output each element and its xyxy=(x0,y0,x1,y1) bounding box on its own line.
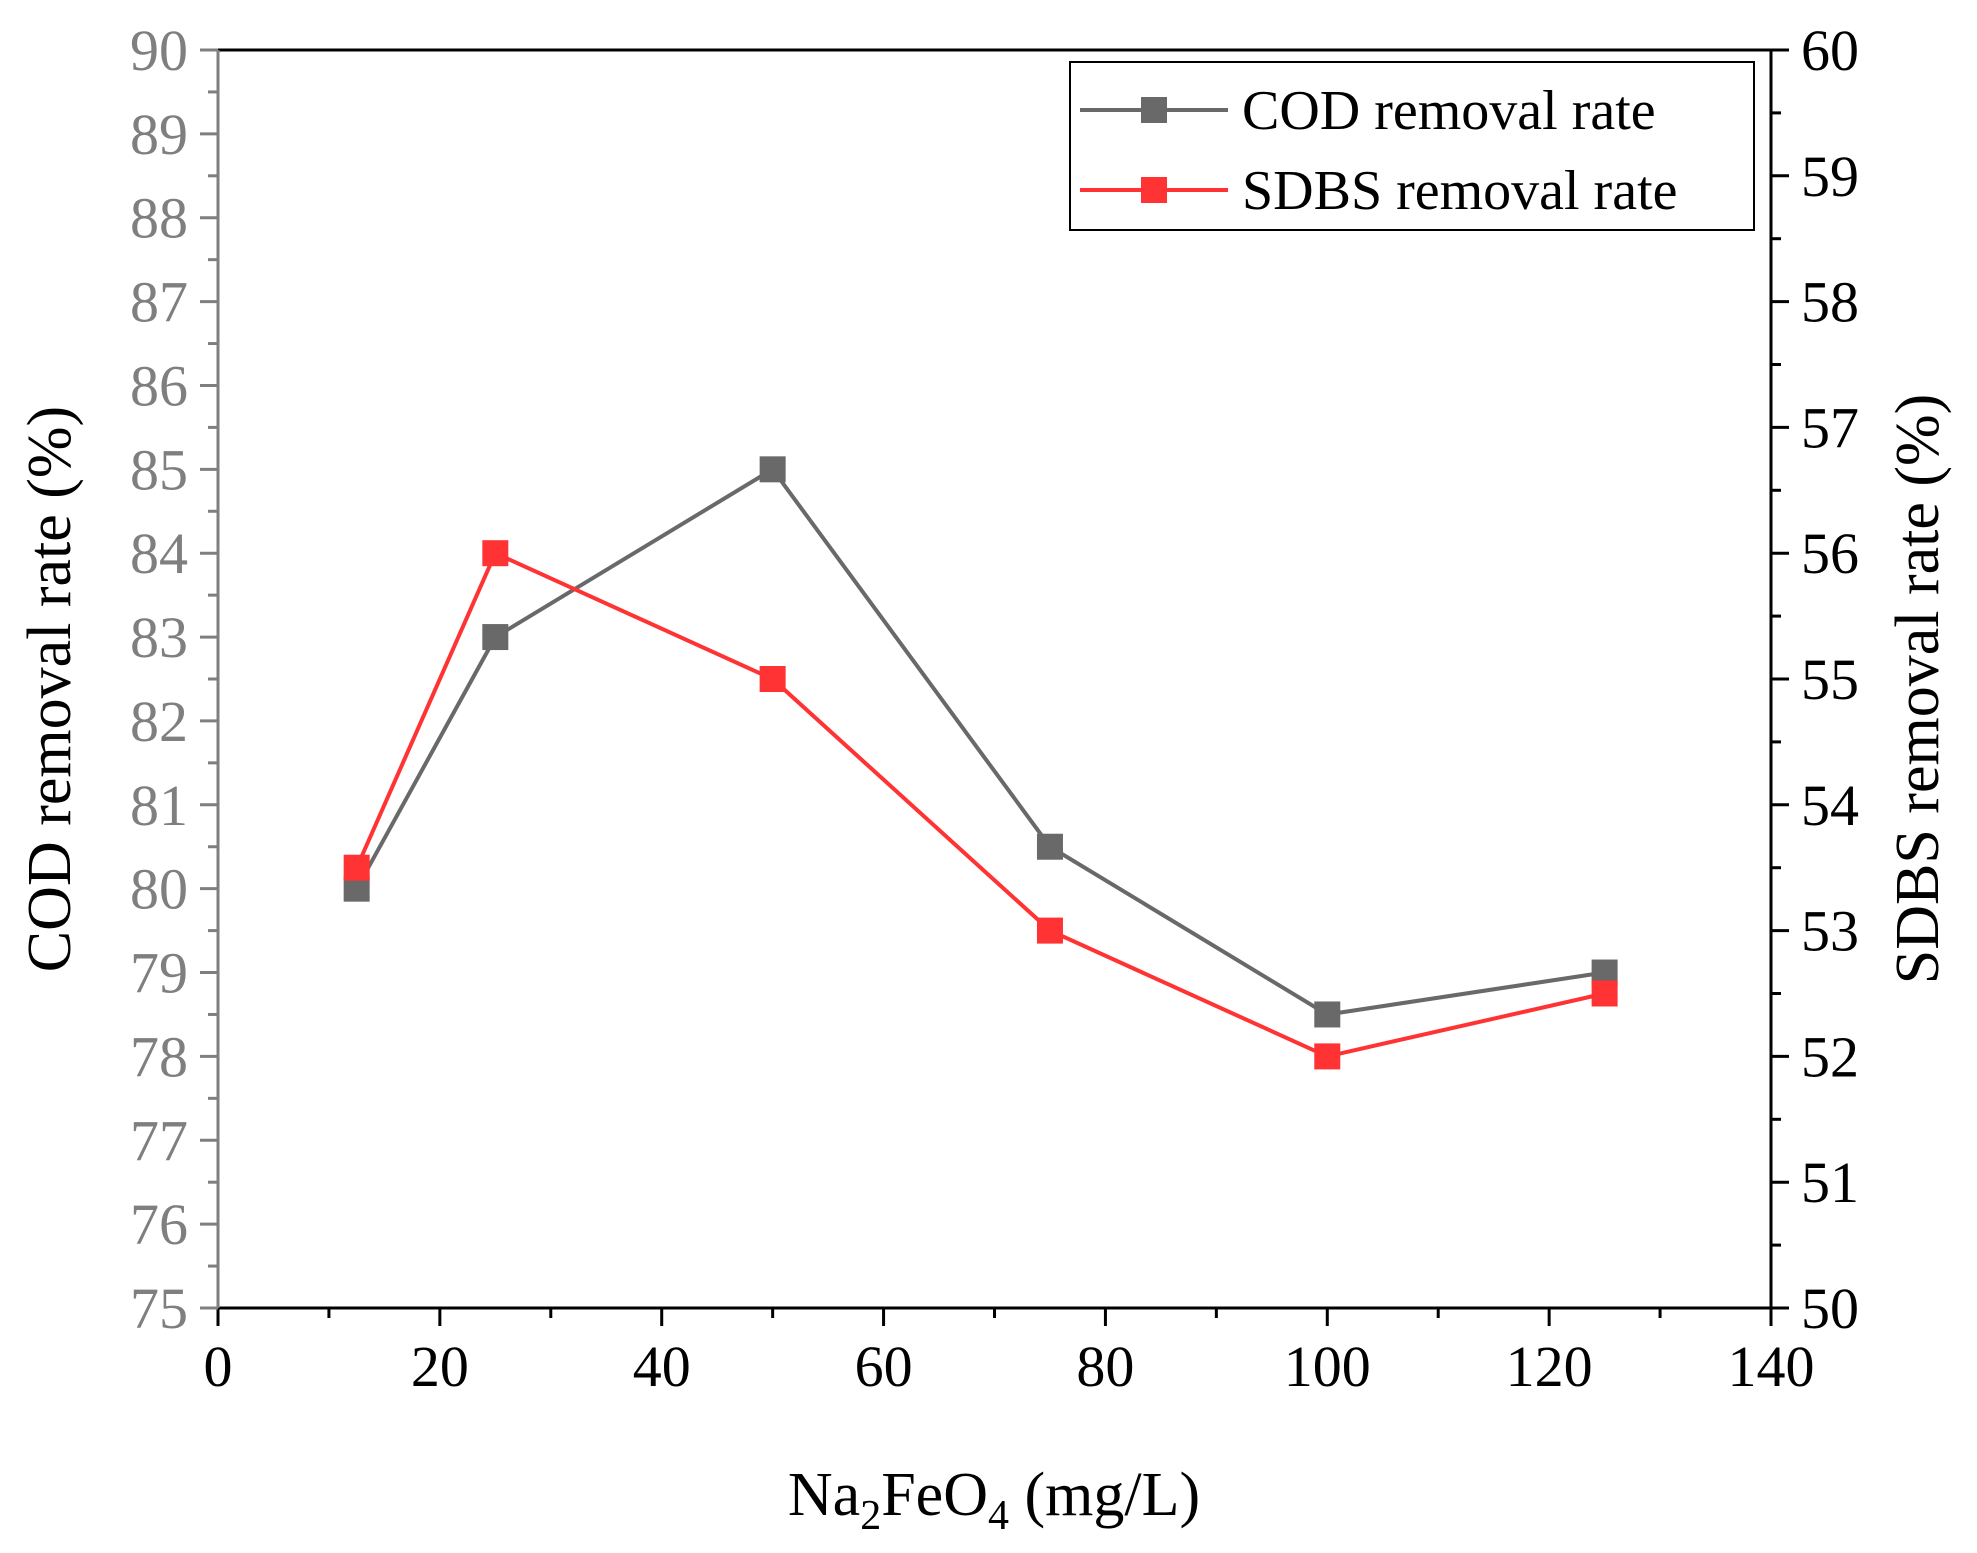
data-point-cod xyxy=(1036,833,1063,860)
x-axis-ticks: 0 20 40 60 80 100 120 140 xyxy=(204,1308,1815,1399)
x-axis-title-sub-4: 4 xyxy=(988,1493,1009,1539)
right-tick-label: 50 xyxy=(1801,1276,1859,1341)
legend: COD removal rate SDBS removal rate xyxy=(1069,61,1755,231)
left-tick-label: 79 xyxy=(130,941,188,1006)
x-tick-label: 40 xyxy=(633,1334,691,1399)
right-y-axis-title: SDBS removal rate (%) xyxy=(1884,394,1952,985)
series-layer xyxy=(343,456,1618,1070)
data-point-sdbs xyxy=(1036,917,1063,944)
legend-marker-cod xyxy=(1141,97,1167,123)
data-point-cod xyxy=(759,456,786,483)
x-tick-label: 60 xyxy=(855,1334,913,1399)
data-point-sdbs xyxy=(1591,980,1618,1007)
left-tick-label: 87 xyxy=(130,270,188,335)
left-tick-label: 90 xyxy=(130,18,188,83)
data-point-sdbs xyxy=(343,854,370,881)
x-tick-label: 120 xyxy=(1506,1334,1593,1399)
legend-box xyxy=(1069,61,1755,231)
right-tick-label: 54 xyxy=(1801,773,1859,838)
left-tick-label: 84 xyxy=(130,521,188,586)
data-point-cod xyxy=(1314,1001,1341,1028)
right-tick-label: 59 xyxy=(1801,144,1859,209)
legend-label-cod: COD removal rate xyxy=(1242,80,1656,142)
x-tick-label: 100 xyxy=(1284,1334,1371,1399)
left-y-axis-ticks: 75 76 77 78 79 80 81 82 83 84 85 86 87 88 89 90 xyxy=(130,18,218,1341)
left-tick-label: 75 xyxy=(130,1276,188,1341)
right-tick-label: 58 xyxy=(1801,270,1859,335)
right-tick-label: 51 xyxy=(1801,1150,1859,1215)
x-tick-label: 80 xyxy=(1076,1334,1134,1399)
series-line-cod xyxy=(354,466,1605,1017)
left-tick-label: 86 xyxy=(130,353,188,418)
left-tick-label: 78 xyxy=(130,1024,188,1089)
data-point-sdbs xyxy=(1314,1043,1341,1070)
x-axis-title-feo: FeO xyxy=(881,1461,988,1529)
right-tick-label: 53 xyxy=(1801,899,1859,964)
left-tick-label: 81 xyxy=(130,773,188,838)
left-tick-label: 85 xyxy=(130,437,188,502)
legend-marker-sdbs xyxy=(1141,177,1167,203)
right-y-axis-ticks: 50 51 52 53 54 55 56 57 58 59 60 xyxy=(1771,18,1859,1341)
x-tick-label: 140 xyxy=(1728,1334,1815,1399)
left-y-axis-title: COD removal rate (%) xyxy=(16,406,84,972)
x-axis-title: Na2FeO4 (mg/L) xyxy=(788,1461,1200,1539)
legend-label-sdbs: SDBS removal rate xyxy=(1242,160,1677,222)
right-tick-label: 57 xyxy=(1801,395,1859,460)
right-tick-label: 56 xyxy=(1801,521,1859,586)
left-tick-label: 80 xyxy=(130,857,188,922)
data-point-sdbs xyxy=(482,540,509,567)
x-axis-title-sub-2: 2 xyxy=(860,1493,881,1539)
right-tick-label: 55 xyxy=(1801,647,1859,712)
left-tick-label: 83 xyxy=(130,605,188,670)
x-axis-title-unit: (mg/L) xyxy=(1009,1461,1200,1529)
x-axis-title-na: Na xyxy=(788,1461,860,1529)
left-tick-label: 88 xyxy=(130,186,188,251)
x-tick-label: 0 xyxy=(204,1334,233,1399)
left-tick-label: 82 xyxy=(130,689,188,754)
right-tick-label: 60 xyxy=(1801,18,1859,83)
right-tick-label: 52 xyxy=(1801,1024,1859,1089)
left-tick-label: 76 xyxy=(130,1192,188,1257)
data-point-cod xyxy=(482,624,509,651)
left-tick-label: 77 xyxy=(130,1108,188,1173)
left-tick-label: 89 xyxy=(130,102,188,167)
data-point-sdbs xyxy=(759,666,786,692)
series-line-sdbs xyxy=(354,550,1606,1059)
x-tick-label: 20 xyxy=(411,1334,469,1399)
